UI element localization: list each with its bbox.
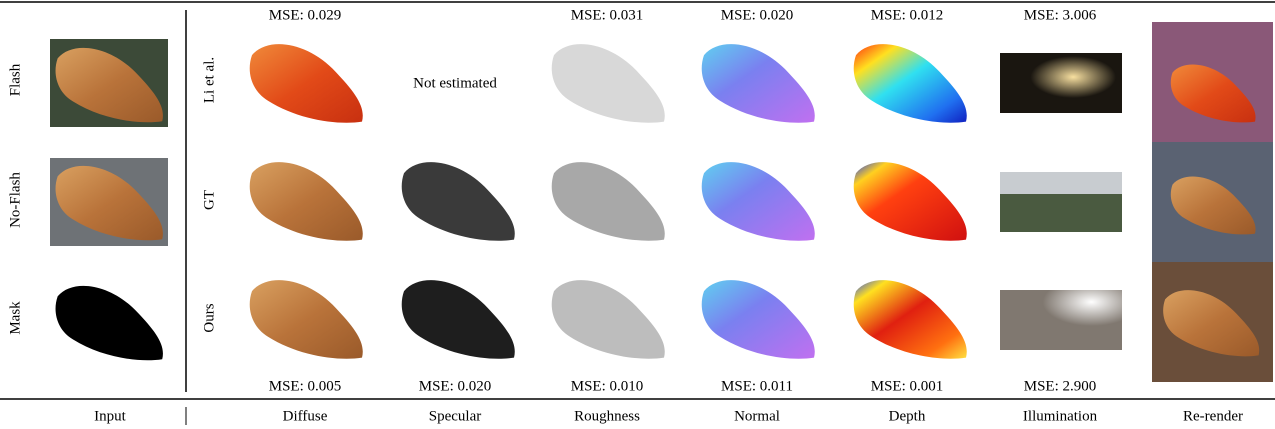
column-header: Illumination — [1023, 408, 1098, 424]
method-label: Ours — [201, 303, 217, 332]
column-header: Input — [94, 408, 126, 424]
croissant — [853, 44, 967, 123]
croissant — [249, 280, 363, 359]
not-estimated: Not estimated — [413, 75, 497, 91]
env-map — [1000, 290, 1122, 350]
mse-label: MSE: 0.029 — [269, 7, 342, 23]
column-header: Re-render — [1183, 408, 1243, 424]
row-label: No-Flash — [7, 172, 23, 228]
column-header: Roughness — [574, 408, 640, 424]
croissant — [701, 44, 815, 123]
mse-label: MSE: 0.020 — [721, 7, 794, 23]
croissant — [551, 280, 665, 359]
env-sky — [1000, 172, 1122, 194]
croissant — [249, 44, 363, 123]
croissant — [853, 162, 967, 241]
mse-label: MSE: 0.012 — [871, 7, 944, 23]
mse-label: MSE: 0.001 — [871, 378, 944, 394]
method-label: Li et al. — [201, 57, 217, 103]
mse-label: MSE: 2.900 — [1024, 378, 1097, 394]
croissant — [701, 280, 815, 359]
mse-label: MSE: 0.020 — [419, 378, 492, 394]
croissant — [853, 280, 967, 359]
column-header: Diffuse — [283, 408, 328, 424]
croissant — [249, 162, 363, 241]
mse-label: MSE: 0.011 — [721, 378, 793, 394]
mse-label: MSE: 0.005 — [269, 378, 342, 394]
column-header: Depth — [889, 408, 926, 424]
croissant — [551, 162, 665, 241]
croissant — [701, 162, 815, 241]
row-label: Flash — [7, 63, 23, 96]
method-label: GT — [201, 190, 217, 210]
row-label: Mask — [7, 301, 23, 335]
column-header: Normal — [734, 408, 780, 424]
env-map — [1000, 53, 1122, 113]
column-header: Specular — [429, 408, 481, 424]
croissant — [551, 44, 665, 123]
mse-label: MSE: 3.006 — [1024, 7, 1097, 23]
mask — [55, 285, 163, 361]
mse-label: MSE: 0.031 — [571, 7, 644, 23]
croissant — [401, 280, 515, 359]
croissant — [401, 162, 515, 241]
mse-label: MSE: 0.010 — [571, 378, 644, 394]
